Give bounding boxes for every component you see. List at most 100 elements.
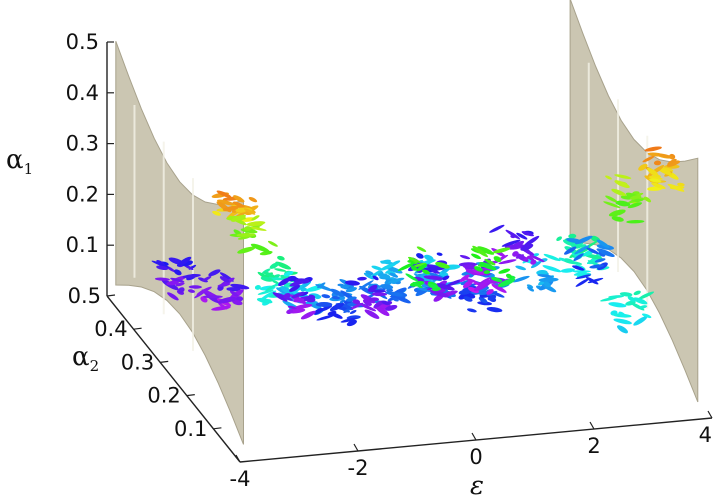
data-point — [484, 258, 496, 266]
data-point — [467, 308, 477, 313]
data-point — [317, 282, 326, 289]
data-point — [523, 255, 533, 261]
data-point — [373, 300, 384, 308]
data-point — [512, 251, 519, 257]
data-point — [380, 284, 394, 290]
data-point — [667, 183, 685, 192]
data-point — [208, 269, 221, 277]
data-point — [478, 296, 488, 304]
alpha2-tick-label: 0.1 — [174, 417, 207, 441]
data-point — [360, 294, 376, 304]
data-point — [523, 235, 540, 247]
data-point — [430, 289, 449, 298]
data-point — [498, 268, 511, 274]
data-point — [217, 285, 224, 291]
alpha1-tick-label: 0.4 — [66, 81, 99, 105]
data-point — [596, 239, 610, 249]
data-point — [222, 205, 239, 212]
data-point — [371, 292, 387, 297]
data-point — [182, 274, 201, 279]
data-point — [272, 280, 279, 284]
data-point — [329, 311, 343, 319]
data-point — [493, 256, 502, 263]
data-point — [627, 202, 643, 209]
data-point — [510, 240, 525, 249]
data-point — [293, 298, 305, 303]
data-point — [410, 265, 418, 271]
data-point — [381, 300, 390, 305]
data-point — [201, 276, 212, 282]
data-point — [483, 270, 491, 275]
data-point — [287, 305, 298, 310]
data-point — [564, 258, 575, 263]
data-point — [417, 287, 434, 293]
data-point — [295, 303, 313, 309]
data-point — [156, 265, 169, 271]
data-point — [369, 270, 381, 279]
data-point — [489, 224, 505, 233]
data-point — [217, 199, 235, 206]
data-point — [343, 308, 351, 313]
data-point — [408, 256, 421, 263]
data-point — [416, 263, 428, 272]
data-point — [473, 266, 484, 272]
data-point — [377, 273, 391, 279]
data-point — [316, 314, 335, 321]
data-point — [362, 299, 372, 306]
data-point — [497, 278, 516, 287]
data-point — [543, 253, 561, 262]
data-point — [246, 221, 266, 227]
data-point — [526, 284, 534, 289]
data-point — [166, 280, 179, 286]
data-point — [260, 276, 274, 282]
data-point — [283, 271, 294, 277]
data-point — [506, 273, 512, 279]
data-point — [677, 182, 685, 187]
data-point — [394, 295, 411, 304]
data-point — [272, 292, 288, 302]
data-point — [237, 246, 256, 254]
data-point — [278, 277, 291, 287]
data-point — [233, 195, 245, 203]
data-point — [642, 155, 655, 163]
data-point — [516, 232, 528, 240]
data-point — [611, 188, 627, 196]
data-point — [615, 200, 631, 207]
data-point — [431, 287, 441, 292]
data-point — [633, 316, 648, 326]
data-point — [505, 229, 521, 240]
data-point — [412, 281, 423, 289]
data-point — [618, 311, 627, 318]
epsilon-tick-label: 0 — [469, 445, 482, 469]
data-point — [573, 271, 587, 276]
data-point — [352, 299, 361, 305]
data-point — [423, 275, 443, 281]
data-point — [254, 284, 261, 290]
tick-labels: 0.1 0.2 0.3 0.4 0.5 0.1 0.2 0.3 0.4 0.5 -4 -2 0 2 4 — [66, 30, 713, 491]
data-point — [270, 277, 284, 281]
data-point — [412, 262, 427, 268]
data-point — [358, 280, 374, 290]
alpha2-axis-line — [106, 295, 241, 463]
data-point — [265, 284, 276, 292]
data-point — [441, 268, 450, 274]
data-point — [446, 278, 464, 287]
data-point — [416, 246, 427, 252]
data-point — [608, 295, 625, 299]
data-point — [289, 280, 304, 287]
alpha2-tick-mark — [160, 360, 169, 363]
data-point — [568, 233, 577, 239]
data-point — [520, 243, 534, 251]
data-point — [340, 317, 357, 323]
data-point — [486, 306, 503, 313]
data-point — [250, 243, 270, 253]
data-point — [490, 277, 503, 282]
data-point — [219, 276, 230, 283]
data-point — [536, 269, 548, 276]
data-point — [596, 248, 615, 257]
data-point — [477, 301, 492, 306]
left-side-wall — [115, 41, 244, 445]
data-point — [176, 256, 192, 267]
alpha1-tick-label: 0.2 — [66, 182, 99, 206]
